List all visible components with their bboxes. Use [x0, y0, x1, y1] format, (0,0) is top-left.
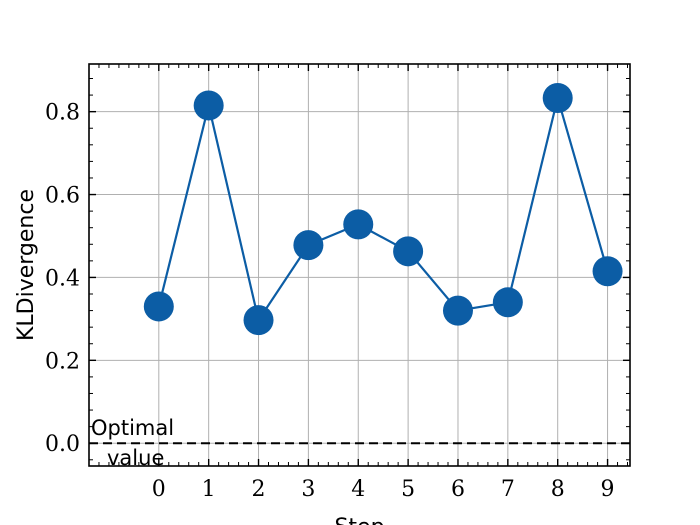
- data-point: [143, 291, 174, 322]
- data-points: [143, 82, 623, 336]
- x-axis-label: Step: [334, 515, 384, 525]
- optimal-value-label-line2: value: [107, 446, 164, 470]
- data-point: [293, 230, 324, 261]
- x-tick-label: 0: [152, 477, 166, 502]
- y-tick-label: 0.0: [45, 432, 80, 457]
- x-tick-label: 9: [601, 477, 615, 502]
- x-tick-label: 3: [301, 477, 315, 502]
- plot-frame: [88, 63, 631, 467]
- y-tick-labels: 0.0 0.2 0.4 0.6 0.8: [45, 101, 80, 458]
- data-point: [542, 82, 573, 113]
- x-tick-label: 6: [451, 477, 465, 502]
- y-axis-label: KLDivergence: [14, 189, 39, 341]
- x-tick-label: 2: [252, 477, 266, 502]
- data-point: [243, 305, 274, 336]
- data-point: [343, 209, 374, 240]
- data-point: [442, 295, 473, 326]
- y-tick-label: 0.4: [45, 266, 80, 291]
- x-tick-label: 1: [202, 477, 216, 502]
- y-tick-label: 0.2: [45, 349, 80, 374]
- x-tick-labels: 0 1 2 3 4 5 6 7 8 9: [152, 477, 615, 502]
- x-tick-label: 8: [551, 477, 565, 502]
- x-tick-label: 4: [351, 477, 365, 502]
- data-point: [193, 90, 224, 121]
- y-tick-label: 0.8: [45, 101, 80, 126]
- x-tick-label: 5: [401, 477, 415, 502]
- optimal-value-label-line1: Optimal: [91, 416, 174, 440]
- y-tick-label: 0.6: [45, 184, 80, 209]
- x-tick-label: 7: [501, 477, 515, 502]
- axis-ticks: [88, 64, 630, 466]
- data-point: [492, 287, 523, 318]
- data-point: [592, 256, 623, 287]
- series-line: [157, 93, 609, 323]
- data-point: [393, 236, 424, 267]
